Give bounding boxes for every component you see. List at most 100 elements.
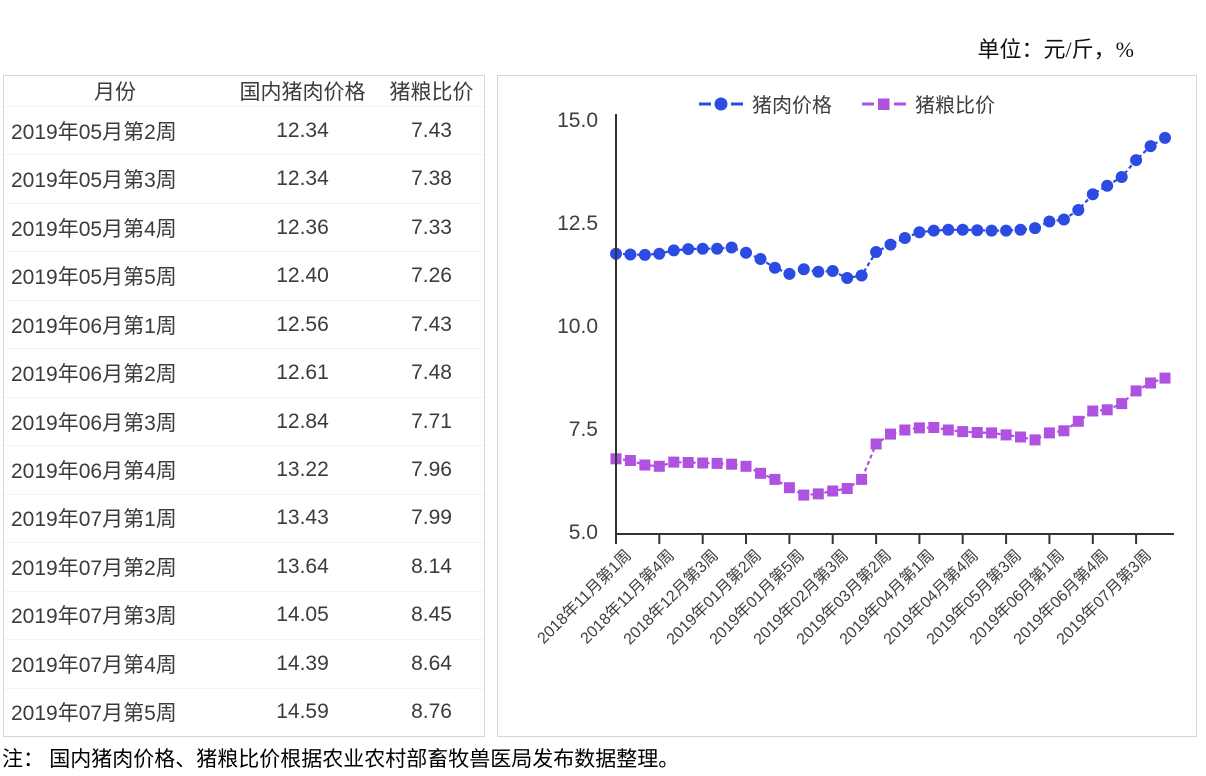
pork-price-data-point [927,224,940,237]
table-row: 2019年07月第5周 14.59 8.76 [4,687,484,736]
ratio-data-point [827,485,839,497]
ratio-data-point [986,427,998,439]
ratio-legend-marker-icon [862,98,906,110]
cell-ratio: 8.14 [379,542,484,592]
pork-price-data-point [1144,140,1157,153]
cell-pork-price: 12.34 [226,105,379,155]
pork-price-data-point [1000,224,1013,237]
cell-ratio: 7.26 [379,251,484,301]
table-row: 2019年07月第1周 13.43 7.99 [4,493,484,543]
pork-price-data-point [783,267,796,280]
pork-price-data-point [696,242,709,255]
cell-month: 2019年06月第1周 [4,299,226,349]
cell-month: 2019年06月第4周 [4,445,226,495]
col-header-ratio: 猪粮比价 [389,81,474,104]
cell-month: 2019年07月第5周 [4,687,226,736]
ratio-data-point [1130,385,1142,397]
cell-pork-price: 13.64 [226,542,379,592]
chart-legend: 猪肉价格 猪粮比价 [498,89,1196,118]
cell-pork-price: 12.36 [226,202,379,252]
table-row: 2019年06月第3周 12.84 7.71 [4,396,484,446]
y-tick-label: 5.0 [568,521,598,544]
ratio-data-point [899,424,911,436]
ratio-data-point [1101,404,1113,416]
pork-price-data-point [1043,215,1056,228]
pork-price-data-point [682,243,695,256]
cell-pork-price: 12.61 [226,348,379,398]
ratio-data-point [639,459,651,471]
cell-month: 2019年05月第2周 [4,105,226,155]
price-table-panel: 月份 国内猪肉价格 猪粮比价 2019年05月第2周 12.34 7.43 2019年… [3,75,485,737]
cell-pork-price: 13.43 [226,493,379,543]
table-row: 2019年05月第2周 12.34 7.43 [4,105,484,155]
pork-price-data-point [942,223,955,236]
cell-ratio: 7.96 [379,445,484,495]
ratio-data-point [755,467,766,479]
ratio-data-point [957,426,969,438]
cell-ratio: 7.43 [379,299,484,349]
pork-price-data-point [826,265,839,277]
cell-ratio: 7.71 [379,396,484,446]
chart-panel: 猪肉价格 猪粮比价 15.0 12.5 10.0 7.5 5.0 2018年11月第1周… [497,75,1197,737]
cell-pork-price: 12.34 [226,154,379,204]
table-row: 2019年06月第1周 12.56 7.43 [4,299,484,349]
cell-ratio: 7.48 [379,348,484,398]
ratio-data-point [812,488,824,500]
pork-price-data-point [898,232,911,244]
table-row: 2019年06月第2周 12.61 7.48 [4,348,484,398]
cell-pork-price: 12.40 [226,251,379,301]
ratio-data-point [740,460,752,472]
ratio-data-point [798,489,810,501]
ratio-data-point [913,422,925,434]
cell-ratio: 8.64 [379,639,484,689]
cell-month: 2019年07月第2周 [4,542,226,592]
ratio-data-point [1072,415,1084,427]
y-tick-label: 15.0 [557,109,598,132]
cell-ratio: 7.33 [379,202,484,252]
ratio-data-point [726,458,738,470]
ratio-data-point [856,473,868,485]
cell-month: 2019年07月第3周 [4,590,226,640]
ratio-data-point [697,457,709,469]
pork-price-data-point [1101,179,1114,192]
pork-price-data-point [1130,154,1143,167]
pork-price-data-point [812,265,825,278]
ratio-data-point [1087,405,1099,417]
pork-price-data-point [1029,222,1041,235]
pork-price-data-point [841,272,854,284]
ratio-data-point [653,460,665,472]
pork-price-data-point [1057,213,1070,226]
ratio-data-point [1000,429,1012,441]
cell-ratio: 7.43 [379,105,484,155]
ratio-data-point [1058,425,1070,437]
cell-month: 2019年07月第4周 [4,639,226,689]
cell-pork-price: 12.56 [226,299,379,349]
pork-price-data-point [754,253,767,265]
ratio-data-point [1116,398,1128,410]
pork-price-legend-marker-icon [699,97,743,110]
table-header-row: 月份 国内猪肉价格 猪粮比价 [4,76,484,107]
ratio-data-point [668,456,680,468]
ratio-data-point [711,457,723,469]
pork-price-data-point [884,238,897,251]
table-row: 2019年07月第4周 14.39 8.64 [4,639,484,689]
cell-ratio: 8.76 [379,687,484,736]
pork-price-data-point [667,244,680,257]
ratio-data-point [1029,434,1041,446]
legend-label-ratio: 猪粮比价 [915,95,995,117]
cell-ratio: 7.38 [379,154,484,204]
pork-price-data-point [913,226,926,239]
ratio-data-point [769,473,781,485]
col-header-month: 月份 [94,81,136,104]
legend-item-ratio: 猪粮比价 [862,89,995,118]
pork-price-data-point [638,248,651,261]
table-row: 2019年07月第2周 13.64 8.14 [4,542,484,592]
ratio-data-point [928,422,940,433]
cell-pork-price: 14.05 [226,590,379,640]
line-chart [610,114,1174,544]
y-tick-label: 12.5 [557,212,598,235]
legend-item-pork-price: 猪肉价格 [699,89,832,118]
pork-price-data-point [971,224,984,237]
ratio-data-point [841,483,853,494]
